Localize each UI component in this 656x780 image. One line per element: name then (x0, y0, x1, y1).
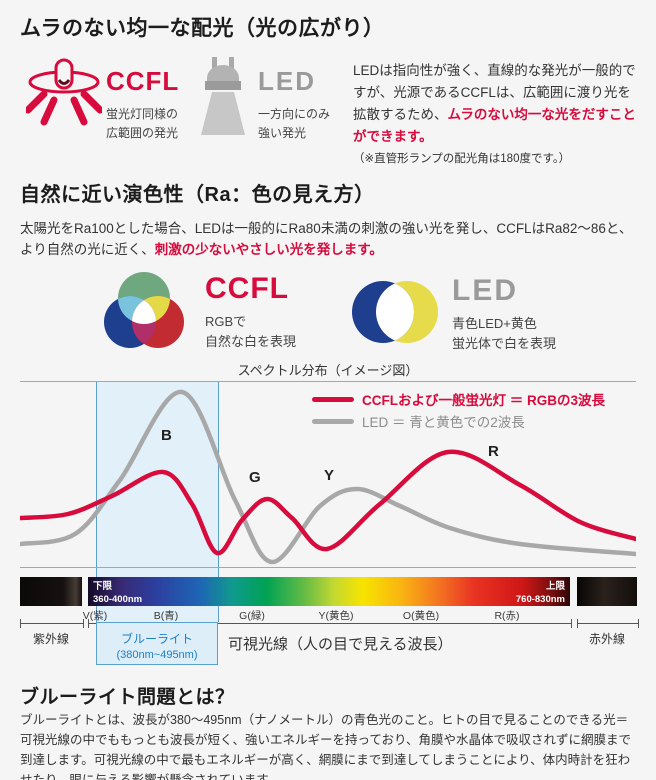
rgb-venn-icon (96, 270, 192, 357)
legend-swatch-ccfl (312, 396, 354, 402)
ir-black-bar (577, 577, 637, 606)
footer-paragraph: ブルーライトとは、波長が380～495nm（ナノメートル）の青色光のこと。ヒトの… (20, 713, 632, 780)
legend-item-led: LED ＝ 青と黄色での2波長 (312, 410, 605, 432)
legend-label-led: LED ＝ 青と黄色での2波長 (362, 415, 525, 430)
section1-note: （※直管形ランプの配光角は180度です。） (353, 153, 571, 166)
uv-label: 紫外線 (32, 632, 69, 646)
spectral-curves: B G Y R (17, 389, 639, 565)
led-lamp-icon (197, 57, 249, 142)
section1-body-highlight: ムラのない均一な光をだすことができます。 (353, 106, 636, 144)
visible-light-label: 可視光線（人の目で見える波長） (228, 636, 453, 653)
visible-bracket (88, 619, 572, 628)
led2-desc-line2: 蛍光体で白を表現 (452, 335, 557, 351)
legend-swatch-led (312, 418, 354, 424)
ccfl-desc-line1: 蛍光灯同様の (106, 107, 179, 121)
led2-label: LED (452, 274, 518, 307)
curve (17, 389, 639, 565)
section2-body: 太陽光をRa100とした場合、LEDは一般的にRa80未満の刺激の強い光を発し、… (20, 221, 633, 257)
legend-item-ccfl: CCFLおよび一般蛍光灯 ＝ RGBの3波長 (312, 388, 605, 410)
section1-title: ムラのない均一な配光（光の広がり） (20, 17, 385, 40)
led-desc-line2: 強い発光 (258, 125, 307, 140)
ccfl-lamp-icon (24, 58, 104, 141)
bluelight-box-title: ブルーライト (120, 632, 193, 646)
uv-bracket (20, 619, 84, 628)
led-label: LED (258, 66, 316, 96)
spectrum-lower-limit: 下限 360-400nm (93, 581, 143, 605)
bluelight-box: ブルーライト (380nm~495nm) (96, 622, 218, 665)
peak-label-R: R (488, 443, 499, 460)
ir-label: 赤外線 (588, 632, 625, 646)
footer-title: ブルーライト問題とは？ (20, 687, 235, 708)
section1-body: LEDは指向性が強く、直線的な発光が一般的ですが、光源であるCCFLは、広範囲に… (353, 63, 636, 122)
chart-legend: CCFLおよび一般蛍光灯 ＝ RGBの3波長 LED ＝ 青と黄色での2波長 (312, 388, 605, 432)
ccfl2-desc-line1: RGBで (205, 314, 247, 329)
blue-yellow-led-icon (345, 278, 445, 351)
peak-label-Y: Y (324, 467, 334, 484)
section2-paragraph: 太陽光をRa100とした場合、LEDは一般的にRa80未満の刺激の強い光を発し、… (20, 219, 638, 261)
ccfl-label: CCFL (106, 66, 180, 96)
ccfl-label-block: CCFL 蛍光灯同様の 広範囲の発光 (106, 66, 179, 142)
visible-spectrum-bar: 下限 360-400nm 上限 760-830nm (88, 577, 570, 606)
ccfl2-desc-line2: 自然な白を表現 (205, 333, 297, 349)
section2-body-highlight: 刺激の少ないやさしい光を発します。 (154, 241, 383, 257)
led2-label-block: LED 青色LED+黄色 蛍光体で白を表現 (452, 274, 556, 353)
legend-label-ccfl: CCFLおよび一般蛍光灯 ＝ RGBの3波長 (362, 393, 605, 408)
bluelight-box-range: (380nm~495nm) (116, 649, 198, 661)
spectral-chart: B G Y R (17, 381, 639, 568)
led2-desc-line1: 青色LED+黄色 (452, 316, 537, 331)
uv-black-bar (20, 577, 82, 606)
ir-bracket (577, 619, 639, 628)
ccfl2-label-block: CCFL RGBで 自然な白を表現 (205, 272, 296, 351)
ccfl-desc-line2: 広範囲の発光 (106, 125, 179, 140)
peak-label-B: B (161, 427, 172, 444)
section2-title: 自然に近い演色性（Ra：色の見え方） (20, 184, 375, 206)
peak-label-G: G (249, 469, 261, 486)
curve (17, 449, 639, 556)
spectrum-upper-limit: 上限 760-830nm (515, 581, 565, 605)
chart-title: スペクトル分布（イメージ図） (237, 363, 419, 378)
section1-paragraph: LEDは指向性が強く、直線的な発光が一般的ですが、光源であるCCFLは、広範囲に… (353, 60, 643, 169)
ccfl2-label: CCFL (205, 272, 289, 305)
led-label-block: LED 一方向にのみ 強い発光 (258, 66, 330, 142)
led-desc-line1: 一方向にのみ (258, 107, 331, 121)
